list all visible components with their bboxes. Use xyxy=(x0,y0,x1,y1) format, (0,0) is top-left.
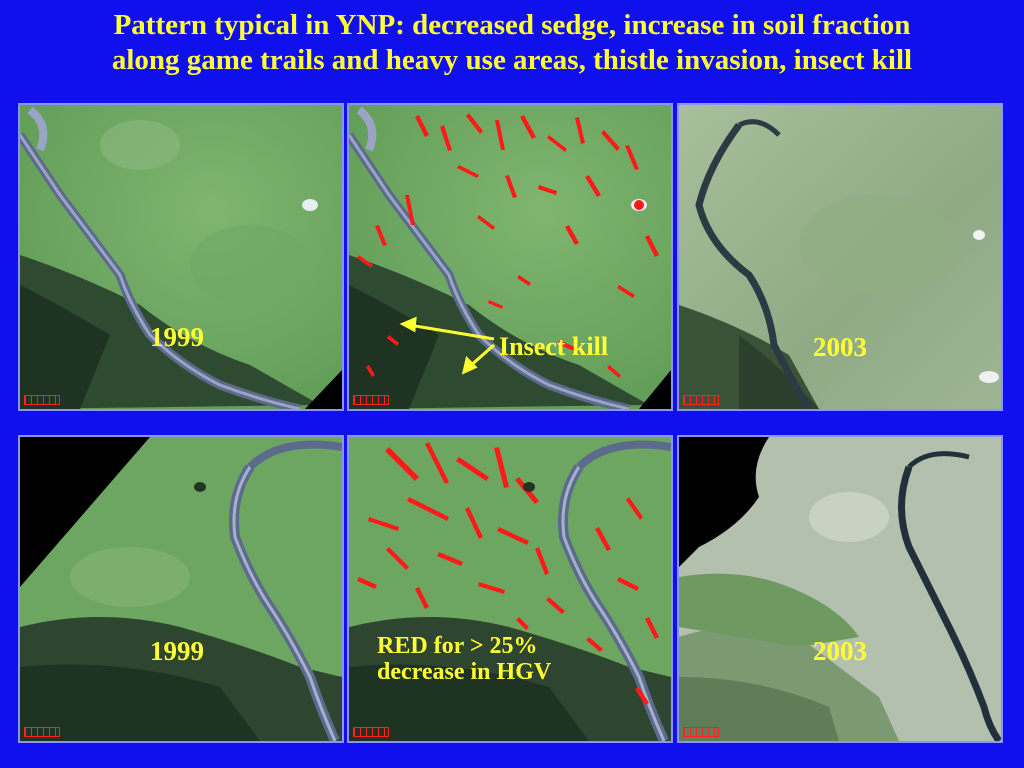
satellite-image-change-top: Insect kill xyxy=(347,103,673,411)
scale-bar xyxy=(24,727,60,737)
satellite-image-change-bottom: RED for > 25% decrease in HGV xyxy=(347,435,673,743)
scale-bar xyxy=(353,395,389,405)
year-label: 1999 xyxy=(150,322,204,352)
satellite-image-2003-bottom: 2003 xyxy=(677,435,1003,743)
year-label: 2003 xyxy=(813,636,867,666)
satellite-image-2003-top: 2003 xyxy=(677,103,1003,411)
title-line-1: Pattern typical in YNP: decreased sedge,… xyxy=(113,9,911,41)
legend-line-1: RED for > 25% xyxy=(377,633,538,659)
scale-bar xyxy=(353,727,389,737)
insect-kill-label: Insect kill xyxy=(499,332,609,361)
year-label: 1999 xyxy=(150,636,204,666)
title-line-2: along game trails and heavy use areas, t… xyxy=(111,44,913,76)
scale-bar xyxy=(683,727,719,737)
scale-bar xyxy=(683,395,719,405)
scale-bar xyxy=(24,395,60,405)
year-label: 2003 xyxy=(813,332,867,362)
satellite-image-1999-top: 1999 xyxy=(18,103,344,411)
satellite-image-1999-bottom: 1999 xyxy=(18,435,344,743)
red-legend-label: RED for > 25% decrease in HGV xyxy=(377,633,551,685)
slide-title: Pattern typical in YNP: decreased sedge,… xyxy=(0,8,1024,78)
legend-line-2: decrease in HGV xyxy=(377,659,552,685)
